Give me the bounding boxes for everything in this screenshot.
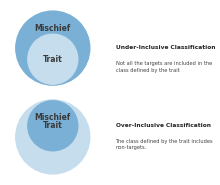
Text: Mischief: Mischief bbox=[35, 113, 71, 122]
Ellipse shape bbox=[16, 11, 90, 85]
Ellipse shape bbox=[28, 34, 78, 84]
Text: Trait: Trait bbox=[43, 55, 63, 64]
Text: Trait: Trait bbox=[43, 121, 63, 130]
Text: Under-Inclusive Classification: Under-Inclusive Classification bbox=[116, 45, 215, 50]
Text: Not all the targets are included in the
class defined by the trait: Not all the targets are included in the … bbox=[116, 61, 212, 73]
Text: Mischief: Mischief bbox=[35, 24, 71, 33]
Text: The class defined by the trait includes
non-targets.: The class defined by the trait includes … bbox=[116, 139, 213, 150]
Ellipse shape bbox=[28, 101, 78, 151]
Ellipse shape bbox=[16, 100, 90, 174]
Text: Over-Inclusive Classification: Over-Inclusive Classification bbox=[116, 123, 211, 128]
